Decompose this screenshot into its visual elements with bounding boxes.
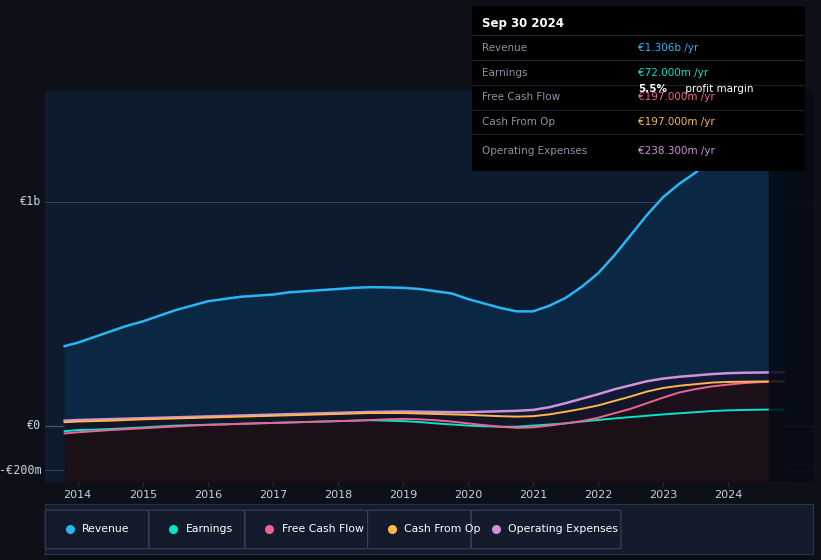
Text: Revenue: Revenue [82,524,130,534]
Text: -€200m: -€200m [0,464,41,477]
Text: €238.300m /yr: €238.300m /yr [639,146,715,156]
Text: Operating Expenses: Operating Expenses [508,524,618,534]
Text: €1b: €1b [20,195,41,208]
Text: 5.5%: 5.5% [639,84,667,94]
Text: Revenue: Revenue [482,43,527,53]
Text: Sep 30 2024: Sep 30 2024 [482,17,564,30]
Text: €1.306b /yr: €1.306b /yr [639,43,699,53]
Text: €72.000m /yr: €72.000m /yr [639,68,709,77]
Text: Cash From Op: Cash From Op [482,117,555,127]
Text: Operating Expenses: Operating Expenses [482,146,587,156]
Text: Earnings: Earnings [482,68,528,77]
Text: Free Cash Flow: Free Cash Flow [282,524,364,534]
Bar [768,90,813,482]
Text: Cash From Op: Cash From Op [405,524,481,534]
Text: profit margin: profit margin [681,84,753,94]
Text: Free Cash Flow: Free Cash Flow [482,92,560,102]
Text: €197.000m /yr: €197.000m /yr [639,117,715,127]
Text: €197.000m /yr: €197.000m /yr [639,92,715,102]
Text: Earnings: Earnings [186,524,233,534]
Text: €0: €0 [27,419,41,432]
